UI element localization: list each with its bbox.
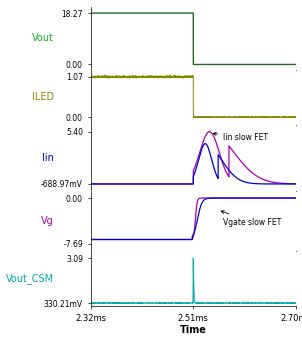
Y-axis label: Vg: Vg xyxy=(41,216,54,226)
X-axis label: Time: Time xyxy=(180,325,207,336)
Y-axis label: ILED: ILED xyxy=(31,92,54,102)
Text: Iin slow FET: Iin slow FET xyxy=(213,132,268,142)
Text: Vgate slow FET: Vgate slow FET xyxy=(221,211,281,227)
Y-axis label: Vout: Vout xyxy=(32,33,54,44)
Y-axis label: Vout_CSM: Vout_CSM xyxy=(5,273,54,284)
Y-axis label: Iin: Iin xyxy=(42,153,54,163)
